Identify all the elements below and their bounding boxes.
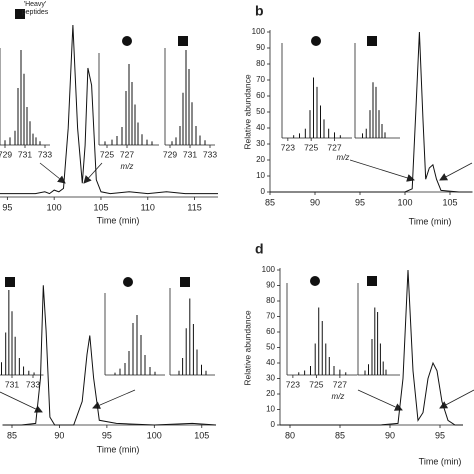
circle-marker	[311, 36, 321, 46]
chromatogram-line	[270, 31, 473, 193]
circle-marker	[123, 277, 133, 287]
arrow	[92, 389, 136, 409]
x-tick-label: 733	[38, 149, 52, 159]
x-tick-label: 90	[54, 430, 64, 440]
x-tick-label: 723	[281, 142, 295, 152]
annotations	[0, 9, 474, 413]
x-tick-label: 731	[183, 149, 197, 159]
x-axis-label: m/z	[337, 153, 350, 162]
y-tick-label: 40	[266, 358, 275, 367]
y-tick-label: 10	[256, 171, 265, 180]
y-tick-label: 90	[256, 43, 265, 52]
x-axis-label: Time (min)	[97, 215, 140, 225]
x-tick-label: 100	[147, 430, 162, 440]
y-tick-label: 60	[266, 327, 275, 336]
y-tick-label: 90	[266, 281, 275, 290]
x-tick-label: 729	[0, 149, 12, 159]
y-tick-label: 100	[262, 265, 276, 274]
arrow	[39, 162, 66, 184]
x-axis-label: Time (min)	[97, 444, 140, 454]
arrow	[357, 389, 403, 411]
y-tick-label: 0	[261, 187, 266, 196]
y-tick-label: 20	[266, 389, 275, 398]
arrow	[349, 159, 415, 182]
x-axis-label: m/z	[332, 392, 345, 401]
y-tick-label: 40	[256, 123, 265, 132]
x-tick-label: 727	[120, 149, 134, 159]
x-tick-label: 725	[304, 142, 318, 152]
x-tick-label: 85	[265, 197, 275, 207]
x-tick-label: 90	[310, 197, 320, 207]
x-tick-label: 731	[18, 149, 32, 159]
y-tick-label: 70	[256, 75, 265, 84]
x-tick-label: 727	[327, 142, 341, 152]
y-tick-label: 0	[271, 420, 276, 429]
x-tick-label: 95	[2, 202, 12, 212]
x-tick-label: 105	[442, 197, 457, 207]
y-tick-label: 80	[266, 296, 275, 305]
circle-marker	[122, 36, 132, 46]
arrow	[439, 389, 474, 409]
arrow	[83, 162, 103, 184]
x-tick-label: 115	[187, 202, 201, 212]
chromatogram-line	[280, 269, 463, 426]
x-tick-label: 733	[203, 149, 217, 159]
panel-label: d	[255, 241, 264, 257]
panel-label: b	[255, 3, 264, 19]
x-axis-label: m/z	[121, 162, 134, 171]
y-tick-label: 30	[256, 139, 265, 148]
square-marker	[178, 36, 188, 46]
x-axis-label: Time (min)	[409, 216, 452, 226]
circle-marker	[310, 276, 320, 286]
y-axis-label: Relative abundance	[242, 310, 252, 385]
square-marker	[15, 9, 25, 19]
y-tick-label: 70	[266, 312, 275, 321]
x-tick-label: 100	[47, 202, 62, 212]
y-tick-label: 30	[266, 374, 275, 383]
arrow	[0, 391, 43, 413]
square-marker	[367, 276, 377, 286]
y-tick-label: 60	[256, 91, 265, 100]
square-marker	[367, 36, 377, 46]
x-tick-label: 100	[397, 197, 412, 207]
chromatogram-line	[2, 285, 217, 426]
x-tick-label: 95	[435, 430, 445, 440]
x-tick-label: 105	[93, 202, 108, 212]
x-tick-label: 95	[355, 197, 365, 207]
arrow	[439, 162, 473, 181]
y-tick-label: 10	[266, 405, 275, 414]
inset-title: peptides	[22, 9, 49, 16]
y-tick-label: 50	[256, 107, 265, 116]
x-tick-label: 723	[286, 379, 300, 389]
inset-title: 'Heavy'	[24, 1, 47, 8]
x-tick-label: 80	[285, 430, 295, 440]
y-tick-label: 80	[256, 59, 265, 68]
y-tick-label: 20	[256, 155, 265, 164]
square-marker	[5, 277, 15, 287]
x-tick-label: 729	[163, 149, 177, 159]
x-tick-label: 727	[333, 379, 347, 389]
x-tick-label: 731	[5, 379, 19, 389]
x-tick-label: 85	[335, 430, 345, 440]
x-axis-label: Time (min)	[419, 456, 462, 466]
x-tick-label: 95	[102, 430, 112, 440]
x-tick-label: 733	[26, 379, 40, 389]
x-tick-label: 90	[385, 430, 395, 440]
y-axis-label: Relative abundance	[242, 74, 252, 149]
x-tick-label: 85	[7, 430, 17, 440]
chromatogram-line	[0, 24, 218, 195]
x-tick-label: 105	[194, 430, 209, 440]
square-marker	[180, 277, 190, 287]
x-tick-label: 725	[309, 379, 323, 389]
x-tick-label: 110	[141, 202, 155, 212]
y-tick-label: 50	[266, 343, 275, 352]
x-tick-label: 725	[100, 149, 114, 159]
y-tick-label: 100	[252, 27, 266, 36]
